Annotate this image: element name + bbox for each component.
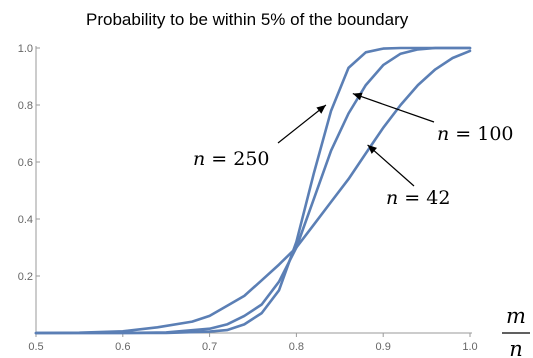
y-tick-label: 0.4 [18, 214, 33, 226]
x-axis-label-numerator: m [506, 304, 526, 328]
annotation-label: n = 250 [193, 148, 270, 170]
annotation-arrow [367, 144, 415, 187]
annotation-arrow [352, 93, 435, 123]
y-tick-label: 1.0 [18, 43, 33, 55]
annotation-arrowhead [352, 92, 363, 101]
x-axis-label: m n [502, 304, 530, 358]
curves [34, 46, 472, 335]
series-line-3 [34, 49, 472, 335]
annotation-label: n = 100 [437, 123, 514, 145]
y-tick-label: 0.8 [18, 100, 33, 112]
axes: 0.5 0.6 0.7 0.8 0.9 1.0 0.2 0.4 0.6 0.8 1.0 [18, 43, 478, 353]
y-tick-label: 0.6 [18, 157, 33, 169]
annotation-label: n = 42 [386, 187, 450, 209]
y-tick-label: 0.2 [18, 271, 33, 283]
chart-title: Probability to be within 5% of the bound… [86, 10, 409, 29]
x-tick-label: 0.8 [289, 341, 304, 353]
x-tick-label: 0.5 [28, 341, 43, 353]
annotation-arrow [277, 104, 327, 144]
x-tick-label: 1.0 [462, 341, 477, 353]
x-tick-label: 0.6 [115, 341, 130, 353]
annotations: n = 250 n = 100 n = 42 [193, 92, 514, 209]
x-tick-label: 0.9 [376, 341, 391, 353]
annotation-arrowhead [367, 144, 377, 154]
x-tick-label: 0.7 [202, 341, 217, 353]
x-axis-label-denominator: n [509, 337, 523, 358]
series-line-1 [34, 46, 472, 335]
annotation-arrowhead [316, 105, 326, 114]
series-line-2 [34, 46, 472, 335]
